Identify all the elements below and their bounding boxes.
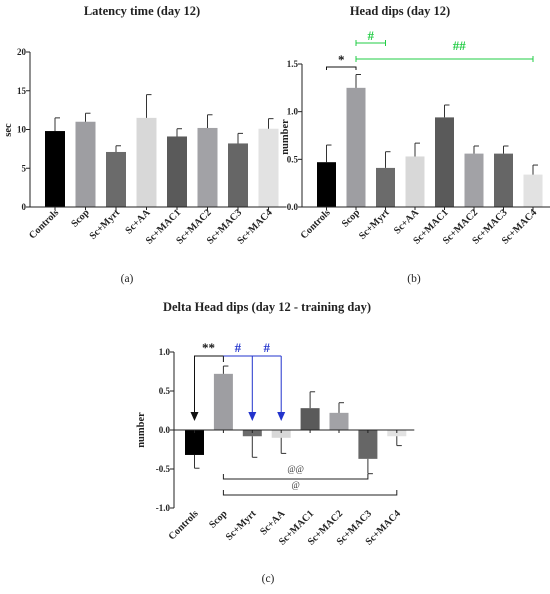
sig-bracket (326, 66, 357, 70)
chart-1: Head dips (day 12) 0.0 0.5 1.0 1.5 number Cont… (280, 4, 550, 285)
bar-controls (185, 430, 204, 455)
sig-hash-1: # (235, 340, 242, 355)
y-tick-label: 0 (22, 202, 27, 212)
bar-controls (317, 162, 336, 207)
x-tick-label: Controls (299, 207, 333, 241)
sig-hash-2: # (264, 340, 271, 355)
y-tick-label: 1.0 (159, 347, 171, 357)
bar-sc-myrt (376, 167, 395, 207)
arrow-head (190, 412, 199, 421)
bar-sc-aa (405, 156, 425, 207)
y-tick-label: 0.5 (159, 386, 171, 396)
chart-title: Delta Head dips (day 12 - training day) (163, 300, 371, 314)
bar-sc-mac1 (435, 117, 454, 207)
panel-label: (b) (407, 273, 421, 285)
arrow-head-blue (277, 412, 286, 421)
x-tick-label: Scop (340, 207, 363, 230)
y-tick-label: 15 (17, 86, 27, 96)
chart-2: Delta Head dips (day 12 - training day) -… (136, 300, 415, 585)
y-tick-label: -1.0 (156, 503, 171, 513)
bar-controls (45, 131, 65, 207)
sig-bracket-at (222, 474, 369, 480)
y-tick-label: 0.0 (159, 425, 171, 435)
y-axis-label: number (136, 412, 147, 448)
sig-double-star: ** (202, 340, 215, 355)
chart-title: Head dips (day 12) (350, 4, 450, 18)
y-tick-label: -0.5 (156, 464, 171, 474)
sig-double-hash: ## (453, 38, 467, 53)
bar-sc-mac4 (523, 174, 543, 207)
sig-bracket-blue (223, 355, 282, 417)
bar-sc-mac2 (329, 412, 349, 430)
y-tick-label: 0.5 (287, 154, 299, 164)
bar-sc-myrt (106, 151, 126, 207)
chart-0: Latency time (day 12) 0 5 10 15 20 sec Controls… (3, 4, 287, 285)
sig-hash: # (368, 28, 375, 43)
chart-title: Latency time (day 12) (84, 4, 200, 18)
sig-bracket (194, 355, 224, 417)
x-tick-label: Scop (69, 207, 92, 230)
y-tick-label: 10 (17, 125, 27, 135)
x-tick-label: Sc+Myrt (88, 207, 123, 242)
bar-scop (346, 87, 366, 207)
panel-label: (a) (121, 273, 134, 285)
bar-sc-mac2 (197, 127, 218, 207)
x-tick-label: Sc+AA (124, 207, 154, 237)
x-tick-label: Sc+Myrt (224, 508, 259, 543)
x-tick-label: Sc+Myrt (357, 207, 392, 242)
x-tick-label: Controls (167, 508, 201, 542)
sig-bracket-green-2 (355, 56, 534, 62)
bar-sc-mac4 (387, 430, 407, 437)
y-tick-label: 5 (22, 163, 27, 173)
sig-at: @ (292, 480, 300, 490)
sig-bracket-at-2 (222, 490, 398, 496)
bar-sc-mac1 (167, 136, 187, 207)
y-tick-label: 1.0 (287, 107, 299, 117)
bar-sc-mac1 (300, 408, 320, 430)
bar-scop (213, 373, 233, 430)
x-tick-label: Scop (207, 508, 230, 531)
bar-sc-mac3 (228, 143, 248, 207)
arrow-head-blue (248, 412, 257, 421)
bar-sc-mac2 (464, 153, 484, 207)
y-tick-label: 0.0 (287, 202, 299, 212)
bar-sc-mac3 (358, 430, 378, 459)
bar-sc-mac3 (494, 153, 513, 207)
sig-double-at: @@ (287, 464, 304, 474)
bar-sc-mac4 (258, 128, 279, 207)
bar-scop (75, 121, 96, 207)
sig-star: * (338, 52, 345, 67)
y-tick-label: 20 (17, 47, 27, 57)
panel-label: (c) (262, 573, 275, 585)
sig-bracket-green (355, 40, 386, 46)
y-tick-label: 1.5 (287, 59, 299, 69)
y-axis-label: sec (3, 123, 14, 137)
y-axis-label: number (280, 119, 291, 155)
x-tick-label: Controls (27, 207, 61, 241)
bar-sc-aa (271, 430, 291, 438)
bar-sc-myrt (242, 430, 262, 437)
bar-sc-aa (136, 117, 157, 207)
